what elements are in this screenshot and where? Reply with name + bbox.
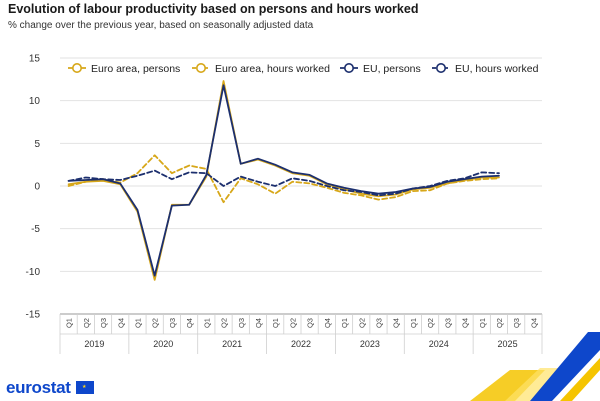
x-quarter-label: Q3: [306, 318, 315, 328]
x-year-label: 2019: [84, 339, 104, 349]
x-quarter-label: Q3: [168, 318, 177, 328]
legend-item[interactable]: EU, persons: [340, 63, 421, 75]
x-quarter-label: Q2: [495, 318, 504, 328]
eurostat-logo: eurostat: [6, 378, 71, 397]
decorative-ribbon-icon: [470, 332, 600, 401]
x-year-label: 2020: [153, 339, 173, 349]
x-quarter-label: Q2: [357, 318, 366, 328]
legend-label: EU, persons: [363, 63, 421, 75]
x-quarter-label: Q3: [99, 318, 108, 328]
x-quarter-label: Q3: [237, 318, 246, 328]
x-quarter-label: Q4: [529, 318, 538, 328]
legend-marker-icon: [435, 62, 446, 73]
x-quarter-label: Q1: [409, 318, 418, 328]
legend[interactable]: Euro area, persons Euro area, hours worke…: [68, 63, 539, 75]
x-quarter-label: Q1: [478, 318, 487, 328]
y-tick-label: 5: [34, 139, 40, 150]
x-quarter-label: Q2: [82, 318, 91, 328]
legend-marker-icon: [196, 62, 207, 73]
series-line-3: [67, 169, 500, 197]
x-quarter-label: Q1: [340, 318, 349, 328]
legend-marker-icon: [343, 62, 354, 73]
y-tick-label: 10: [29, 96, 41, 107]
chart-title: Evolution of labour productivity based o…: [8, 2, 419, 16]
x-year-label: 2022: [291, 339, 311, 349]
x-quarter-label: Q2: [151, 318, 160, 328]
x-quarter-label: Q1: [202, 318, 211, 328]
x-quarter-label: Q2: [288, 318, 297, 328]
x-quarter-label: Q2: [220, 318, 229, 328]
x-year-label: 2024: [429, 339, 449, 349]
x-quarter-label: Q3: [512, 318, 521, 328]
x-quarter-label: Q3: [374, 318, 383, 328]
series-line-1: [67, 154, 500, 204]
series-line-2: [67, 84, 500, 277]
series-layer: [67, 80, 500, 281]
x-quarter-label: Q2: [426, 318, 435, 328]
legend-item[interactable]: Euro area, persons: [68, 63, 180, 75]
x-quarter-label: Q3: [443, 318, 452, 328]
x-quarter-label: Q4: [185, 318, 194, 328]
y-tick-label: 0: [34, 182, 40, 193]
x-year-label: 2023: [360, 339, 380, 349]
y-tick-label: -15: [26, 310, 41, 321]
x-year-label: 2021: [222, 339, 242, 349]
chart-subtitle: % change over the previous year, based o…: [8, 20, 314, 31]
x-quarter-label: Q1: [65, 318, 74, 328]
grid-layer: [60, 57, 542, 315]
axis-layer: 15 10 5 0 -5 -10 -15 Q1 Q2 Q3 Q4 Q1 Q2 Q3 Q4 Q1 Q2 Q3 Q4 Q1…: [26, 54, 543, 354]
x-quarter-label: Q4: [392, 318, 401, 328]
legend-label: Euro area, persons: [91, 63, 180, 75]
y-tick-label: -5: [31, 224, 40, 235]
legend-label: EU, hours worked: [455, 63, 539, 75]
legend-marker-icon: [72, 62, 83, 73]
y-tick-label: 15: [29, 54, 41, 65]
x-quarter-label: Q4: [254, 318, 263, 328]
series-line-0: [67, 80, 500, 281]
x-quarter-label: Q4: [323, 318, 332, 328]
legend-item[interactable]: EU, hours worked: [432, 63, 539, 75]
x-quarter-label: Q1: [133, 318, 142, 328]
legend-label: Euro area, hours worked: [215, 63, 330, 75]
y-tick-label: -10: [26, 267, 41, 278]
x-quarter-label: Q4: [461, 318, 470, 328]
legend-item[interactable]: Euro area, hours worked: [192, 63, 330, 75]
x-quarter-label: Q1: [271, 318, 280, 328]
x-quarter-label: Q4: [116, 318, 125, 328]
eu-flag-icon: ★: [76, 381, 94, 394]
x-year-label: 2025: [498, 339, 518, 349]
